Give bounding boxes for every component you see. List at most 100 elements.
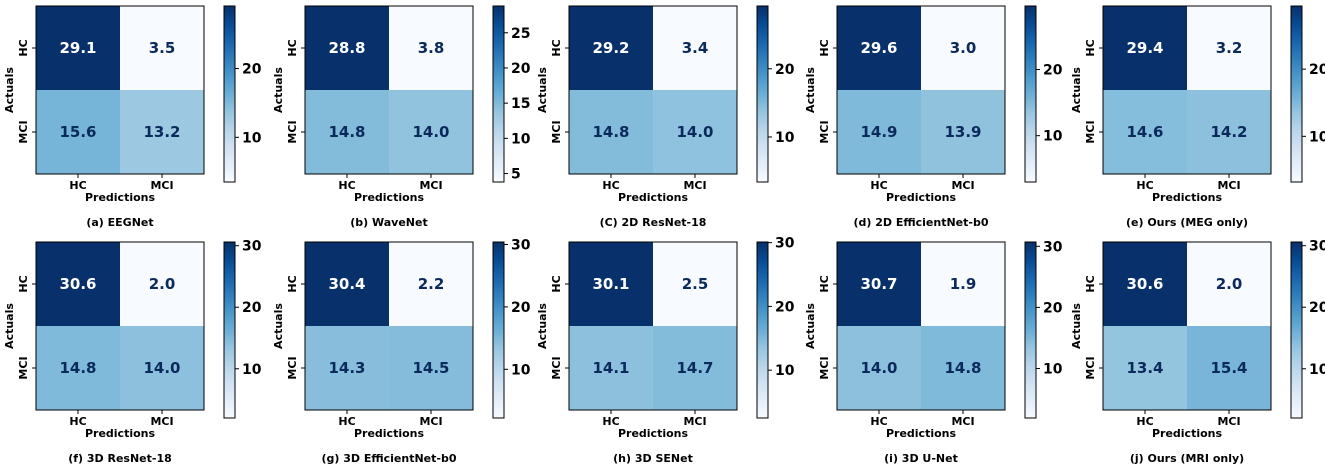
cell-value: 2.0	[1216, 275, 1243, 293]
matrix-cell	[1187, 326, 1271, 410]
x-tick-label: HC	[69, 415, 86, 428]
y-tick-label: MCI	[818, 356, 831, 379]
matrix-cell	[389, 6, 473, 90]
matrix-cell	[120, 6, 204, 90]
matrix-cell	[569, 6, 653, 90]
y-tick-label: HC	[550, 275, 563, 292]
cell-value: 14.6	[1126, 123, 1163, 141]
x-axis-label: Predictions	[1152, 427, 1223, 440]
cell-value: 30.7	[860, 275, 897, 293]
y-tick-label: MCI	[1084, 120, 1097, 143]
matrix-frame	[35, 5, 205, 175]
cell-value: 3.4	[682, 39, 709, 57]
matrix-cell	[36, 242, 120, 326]
colorbar-tick-label: 20	[1043, 300, 1063, 316]
cell-value: 29.4	[1126, 39, 1163, 57]
cell-value: 30.6	[59, 275, 96, 293]
x-axis-label: Predictions	[886, 427, 957, 440]
colorbar	[756, 241, 769, 419]
y-axis-label: Actuals	[3, 303, 16, 349]
matrix-frame	[568, 241, 738, 411]
matrix-cell	[837, 242, 921, 326]
matrix-cell	[389, 326, 473, 410]
y-tick-label: MCI	[550, 356, 563, 379]
cell-value: 1.9	[950, 275, 977, 293]
confusion-panel: 30.7 1.914.0 14.8HC MCIHCMCIPredictionsActu…	[804, 239, 1063, 465]
cell-value: 3.2	[1216, 39, 1243, 57]
x-tick-label: HC	[870, 415, 887, 428]
confusion-panel: 30.6 2.013.4 15.4HC MCIHCMCIPredictionsActu…	[1070, 239, 1325, 465]
x-tick-label: HC	[1136, 415, 1153, 428]
matrix-cell	[1103, 6, 1187, 90]
matrix-cell	[1103, 90, 1187, 174]
panel-caption: (a) EEGNet	[86, 216, 153, 229]
matrix-frame	[568, 5, 738, 175]
confusion-panel: 29.4 3.214.6 14.2HC MCIHCMCIPredictionsActu…	[1070, 5, 1325, 229]
colorbar-tick-label: 30	[775, 236, 795, 252]
y-tick-label: MCI	[17, 120, 30, 143]
cell-value: 14.2	[1210, 123, 1247, 141]
cell-value: 15.6	[59, 123, 96, 141]
y-tick-label: HC	[286, 39, 299, 56]
matrix-cell	[305, 6, 389, 90]
y-axis-label: Actuals	[536, 303, 549, 349]
y-axis-label: Actuals	[272, 303, 285, 349]
matrix-cell	[36, 6, 120, 90]
matrix-cell	[653, 326, 737, 410]
colorbar-tick-label: 10	[242, 362, 262, 378]
colorbar-tick-label: 5	[511, 167, 521, 183]
y-tick-label: HC	[550, 39, 563, 56]
colorbar-tick-label: 30	[1309, 239, 1325, 255]
colorbar-tick-label: 25	[511, 26, 530, 42]
matrix-cell	[921, 242, 1005, 326]
colorbar-tick-label: 20	[1043, 63, 1063, 79]
confusion-panel: 30.4 2.214.3 14.5HC MCIHCMCIPredictionsActu…	[272, 237, 531, 465]
matrix-frame	[1102, 241, 1272, 411]
x-tick-label: HC	[69, 179, 86, 192]
y-axis-label: Actuals	[1070, 67, 1083, 113]
x-tick-label: MCI	[1217, 415, 1240, 428]
matrix-cell	[1187, 242, 1271, 326]
colorbar-tick-label: 10	[1043, 129, 1063, 145]
panel-caption: (g) 3D EfficientNet-b0	[321, 452, 456, 465]
matrix-cell	[837, 90, 921, 174]
y-tick-label: MCI	[286, 120, 299, 143]
x-tick-label: HC	[602, 179, 619, 192]
y-tick-label: MCI	[286, 356, 299, 379]
cell-value: 14.7	[676, 359, 713, 377]
x-axis-label: Predictions	[618, 191, 689, 204]
matrix-frame	[836, 241, 1006, 411]
matrix-frame	[304, 5, 474, 175]
y-tick-label: HC	[818, 39, 831, 56]
matrix-cell	[1187, 6, 1271, 90]
matrix-cell	[653, 6, 737, 90]
cell-value: 14.0	[412, 123, 449, 141]
matrix-cell	[305, 326, 389, 410]
colorbar-tick-label: 10	[775, 130, 795, 146]
panel-caption: (j) Ours (MRI only)	[1130, 452, 1244, 465]
colorbar	[223, 5, 236, 183]
matrix-cell	[305, 90, 389, 174]
cell-value: 2.5	[682, 275, 709, 293]
cell-value: 30.6	[1126, 275, 1163, 293]
colorbar-tick-label: 10	[1309, 362, 1325, 378]
cell-value: 3.0	[950, 39, 977, 57]
colorbar-tick-label: 10	[1309, 129, 1325, 145]
y-tick-label: MCI	[17, 356, 30, 379]
colorbar-tick-label: 30	[242, 239, 262, 255]
y-axis-label: Actuals	[536, 67, 549, 113]
cell-value: 13.9	[944, 123, 981, 141]
colorbar-tick-label: 30	[511, 237, 531, 253]
colorbar-tick-label: 15	[511, 96, 530, 112]
colorbar-tick-label: 20	[242, 300, 262, 316]
matrix-cell	[921, 326, 1005, 410]
x-tick-label: HC	[1136, 179, 1153, 192]
panel-caption: (e) Ours (MEG only)	[1126, 216, 1248, 229]
cell-value: 14.8	[944, 359, 981, 377]
matrix-cell	[921, 90, 1005, 174]
x-tick-label: MCI	[683, 179, 706, 192]
y-axis-label: Actuals	[272, 67, 285, 113]
x-axis-label: Predictions	[354, 427, 425, 440]
colorbar-tick-label: 20	[1309, 300, 1325, 316]
cell-value: 14.9	[860, 123, 897, 141]
